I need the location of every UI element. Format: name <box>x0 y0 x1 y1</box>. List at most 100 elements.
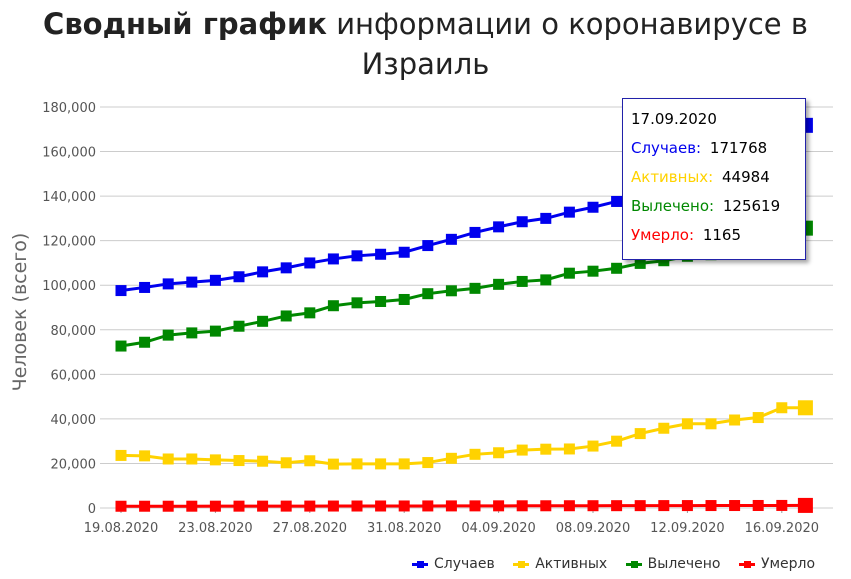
data-point-active <box>587 440 599 452</box>
data-point-active <box>186 453 198 465</box>
x-tick-label: 16.09.2020 <box>745 521 819 536</box>
data-point-cases <box>139 281 151 293</box>
data-point-recovered <box>398 293 410 305</box>
data-point-recovered <box>351 297 363 309</box>
data-point-recovered <box>186 327 198 339</box>
data-point-died <box>469 500 481 512</box>
data-point-active <box>776 402 788 414</box>
data-point-died <box>493 500 505 512</box>
x-tick-label: 27.08.2020 <box>273 521 347 536</box>
data-point-active <box>752 412 764 424</box>
data-point-recovered <box>493 278 505 290</box>
data-point-active <box>658 422 670 434</box>
data-point-died <box>705 500 717 512</box>
data-point-active <box>398 458 410 470</box>
data-point-cases <box>257 266 269 278</box>
data-point-died <box>729 500 741 512</box>
legend-label-died: Умерло <box>760 556 816 572</box>
legend-swatch-died <box>738 560 755 568</box>
data-point-cases <box>375 248 387 260</box>
x-tick-label: 12.09.2020 <box>650 521 724 536</box>
data-point-recovered <box>516 275 528 287</box>
tooltip-row-cases: Случаев: 171768 <box>631 134 797 163</box>
data-point-active <box>516 444 528 456</box>
data-point-recovered <box>611 262 623 274</box>
data-point-active <box>327 458 339 470</box>
data-point-active <box>422 457 434 469</box>
data-point-died <box>634 500 646 512</box>
legend-item-recovered[interactable]: Вылечено <box>625 556 721 572</box>
data-point-cases <box>233 271 245 283</box>
data-point-died <box>139 500 151 512</box>
tooltip-value-died: 1165 <box>702 226 741 244</box>
legend-item-active[interactable]: Активных <box>513 556 607 572</box>
data-point-died <box>752 499 764 511</box>
y-tick-label: 40,000 <box>51 413 97 428</box>
data-point-died <box>587 500 599 512</box>
data-point-active <box>445 452 457 464</box>
data-point-active <box>681 418 693 430</box>
tooltip-value-cases: 171768 <box>709 139 768 157</box>
data-point-recovered <box>115 340 127 352</box>
data-point-cases <box>280 262 292 274</box>
data-point-recovered <box>563 267 575 279</box>
data-point-cases <box>327 253 339 265</box>
data-point-cases <box>611 195 623 207</box>
data-point-active <box>162 453 174 465</box>
data-point-cases <box>115 285 127 297</box>
data-point-active <box>493 447 505 459</box>
data-point-recovered <box>658 255 670 267</box>
y-axis-label: Человек (всего) <box>9 233 31 392</box>
data-point-cases <box>540 212 552 224</box>
x-tick-label: 04.09.2020 <box>461 521 535 536</box>
data-point-died <box>540 500 552 512</box>
data-point-died <box>162 500 174 512</box>
data-point-died <box>563 500 575 512</box>
legend-swatch-active <box>513 560 530 568</box>
x-tick-label: 31.08.2020 <box>367 521 441 536</box>
data-point-active <box>705 418 717 430</box>
data-point-recovered <box>540 274 552 286</box>
data-point-cases <box>351 250 363 262</box>
legend-item-cases[interactable]: Случаев <box>412 556 495 572</box>
data-point-died <box>375 500 387 512</box>
y-tick-label: 140,000 <box>42 190 96 205</box>
data-point-died <box>422 500 434 512</box>
data-point-active <box>280 457 292 469</box>
series-died <box>115 497 813 513</box>
data-point-died <box>658 500 670 512</box>
data-tooltip: 17.09.2020 Случаев: 171768 Активных: 449… <box>622 98 806 260</box>
data-point-recovered <box>587 265 599 277</box>
tooltip-label-active: Активных: <box>631 168 714 186</box>
data-point-active <box>634 428 646 440</box>
data-point-cases <box>493 221 505 233</box>
data-point-active <box>375 458 387 470</box>
data-point-recovered <box>233 320 245 332</box>
tooltip-label-recovered: Вылечено: <box>631 197 715 215</box>
data-point-cases <box>587 201 599 213</box>
legend-label-recovered: Вылечено <box>647 556 721 572</box>
data-point-died <box>115 500 127 512</box>
data-point-recovered <box>139 336 151 348</box>
data-point-died <box>280 500 292 512</box>
data-point-died <box>797 497 813 513</box>
legend-item-died[interactable]: Умерло <box>738 556 816 572</box>
legend-swatch-recovered <box>625 560 642 568</box>
y-tick-label: 20,000 <box>51 457 97 472</box>
data-point-died <box>398 500 410 512</box>
data-point-recovered <box>445 285 457 297</box>
data-point-active <box>115 449 127 461</box>
data-point-active <box>139 450 151 462</box>
data-point-cases <box>186 276 198 288</box>
data-point-active <box>469 448 481 460</box>
data-point-died <box>681 500 693 512</box>
data-point-died <box>257 500 269 512</box>
data-point-active <box>729 414 741 426</box>
x-tick-label: 19.08.2020 <box>84 521 158 536</box>
data-point-active <box>797 400 813 416</box>
data-point-recovered <box>209 325 221 337</box>
series-active <box>115 400 813 470</box>
data-point-died <box>611 500 623 512</box>
data-point-recovered <box>422 288 434 300</box>
